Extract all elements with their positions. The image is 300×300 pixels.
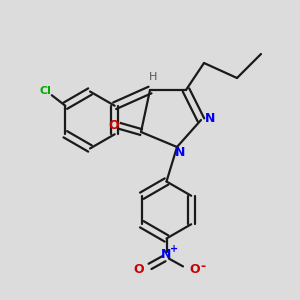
Text: Cl: Cl xyxy=(40,86,52,96)
Text: H: H xyxy=(149,71,157,82)
Text: O: O xyxy=(108,119,119,133)
Text: O: O xyxy=(189,263,200,276)
Text: O: O xyxy=(133,263,144,276)
Text: N: N xyxy=(161,248,172,262)
Text: N: N xyxy=(175,146,185,160)
Text: -: - xyxy=(200,260,205,273)
Text: +: + xyxy=(170,244,178,254)
Text: N: N xyxy=(205,112,215,125)
